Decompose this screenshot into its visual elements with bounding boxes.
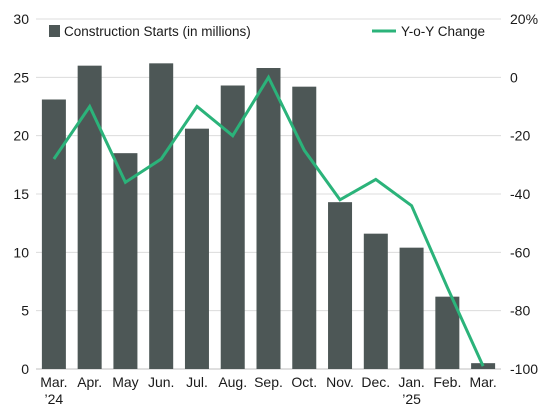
x-tick-label: Sep. <box>254 374 283 390</box>
x-tick-label: Jan. ’25 <box>398 374 424 407</box>
bar <box>399 247 424 369</box>
bar <box>292 86 317 370</box>
legend-bar-label: Construction Starts (in millions) <box>64 24 251 39</box>
x-tick-label: Feb. <box>433 374 461 390</box>
left-tick-label: 0 <box>21 361 29 377</box>
x-tick-label: Jul. <box>186 374 208 390</box>
bar <box>328 202 353 369</box>
x-tick-label: Nov. <box>326 374 354 390</box>
bar <box>435 296 460 369</box>
x-tick-label: Jun. <box>148 374 174 390</box>
bar <box>256 68 281 369</box>
left-tick-label: 25 <box>13 69 29 85</box>
bar <box>363 233 388 369</box>
legend-line-label: Y-o-Y Change <box>401 24 485 39</box>
x-tick-label: Aug. <box>218 374 247 390</box>
bar <box>220 85 245 369</box>
right-tick-label: -60 <box>510 244 530 260</box>
right-tick-label: -20 <box>510 128 530 144</box>
right-tick-label: -80 <box>510 303 530 319</box>
bar <box>41 99 66 369</box>
legend: Construction Starts (in millions) Y-o-Y … <box>49 24 485 39</box>
left-tick-label: 20 <box>13 128 29 144</box>
right-tick-label: -100 <box>510 361 538 377</box>
right-tick-label: -40 <box>510 186 530 202</box>
bar <box>77 65 102 370</box>
left-tick-label: 15 <box>13 186 29 202</box>
bar <box>149 63 174 369</box>
line-series <box>52 74 485 367</box>
x-tick-label: May <box>112 374 138 390</box>
x-tick-label: Dec. <box>361 374 390 390</box>
right-axis-ticks: -100 -80 -60 -40 -20 0 20% <box>510 11 538 377</box>
bar <box>184 128 209 369</box>
x-tick-label: Oct. <box>291 374 317 390</box>
line-path <box>52 74 485 367</box>
bar <box>113 153 138 369</box>
left-axis-ticks: 0 5 10 15 20 25 30 <box>13 11 29 377</box>
right-tick-label: 20% <box>510 11 538 27</box>
x-tick-label: Mar. ’24 <box>40 374 67 407</box>
x-tick-label: Apr. <box>77 374 102 390</box>
left-tick-label: 10 <box>13 244 29 260</box>
right-tick-label: 0 <box>510 69 518 85</box>
bar-series <box>41 63 496 370</box>
x-axis-ticks: Mar. ’24 Apr. May Jun. Jul. Aug. Sep. Oct. Nov. De… <box>40 374 496 407</box>
legend-bar-swatch <box>49 25 60 37</box>
left-tick-label: 5 <box>21 303 29 319</box>
left-tick-label: 30 <box>13 11 29 27</box>
x-tick-label: Mar. <box>469 374 496 390</box>
